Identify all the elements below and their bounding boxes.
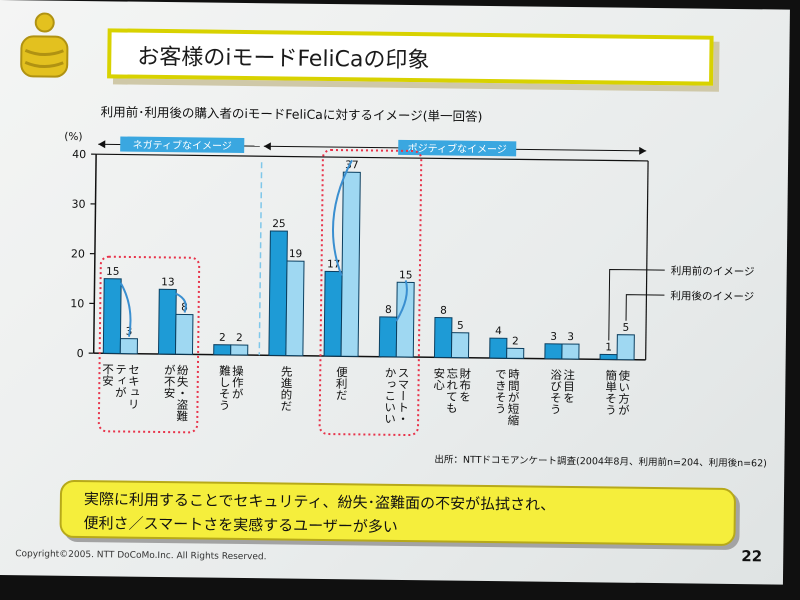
positive-arrow-head-right — [639, 146, 647, 155]
y-tick-label: 40 — [72, 148, 86, 161]
category-label: スマート・ — [396, 367, 411, 425]
page-number: 22 — [741, 547, 763, 566]
bar-value-label: 1 — [605, 341, 612, 353]
negative-arrow-head — [98, 140, 106, 149]
negative-label-box — [120, 136, 245, 153]
bar-value-label: 3 — [550, 331, 557, 343]
bar-value-label: 2 — [219, 332, 226, 344]
legend-leader-after — [625, 294, 665, 321]
category-label: できそう — [493, 368, 508, 414]
bar-after — [450, 332, 470, 359]
bar-after — [506, 347, 525, 359]
bar-after — [174, 313, 194, 355]
y-tick-label: 10 — [70, 297, 84, 310]
bar-value-label: 5 — [457, 320, 464, 332]
bar-value-label: 5 — [623, 322, 630, 334]
bar-value-label: 4 — [495, 325, 502, 337]
bar-value-label: 19 — [289, 248, 303, 260]
negative-label: ネガティブなイメージ — [133, 138, 232, 152]
category-label: セキュリ — [127, 364, 142, 410]
category-label: ティが — [114, 363, 128, 398]
bar-before — [268, 230, 288, 357]
change-arrow — [175, 292, 187, 313]
bar-value-label: 8 — [385, 304, 392, 316]
category-label: 紛失・盗難 — [175, 363, 190, 422]
source-note: 出所：NTTドコモアンケート調査(2004年8月、利用前n=204、利用後n=6… — [434, 454, 767, 470]
copyright: Copyright©2005. NTT DoCoMo.Inc. All Righ… — [15, 549, 267, 563]
bar-before — [323, 270, 343, 357]
bar-value-label: 15 — [106, 266, 120, 278]
summary-line-1: 実際に利用することでセキュリティ、紛失･盗難面の不安が払拭され、 — [83, 490, 556, 514]
category-label: かっこいい — [383, 367, 398, 425]
category-label: 操作が — [231, 364, 245, 400]
y-tick-label: 20 — [71, 247, 85, 260]
bar-after — [230, 344, 249, 356]
category-label: 安心 — [432, 366, 446, 390]
bar-value-label: 3 — [567, 331, 574, 343]
bar-before — [433, 317, 453, 359]
category-label: 財布を — [458, 367, 472, 403]
highlight-box — [318, 148, 423, 437]
category-label: が不安 — [162, 364, 176, 399]
positive-arrow-head-left — [263, 142, 271, 151]
summary-line-2: 便利さ／スマートさを実感するユーザーが多い — [83, 514, 398, 536]
y-tick-label: 30 — [71, 198, 85, 211]
bar-value-label: 8 — [181, 301, 188, 313]
category-label: 注目を — [562, 368, 576, 404]
bar-value-label: 8 — [440, 305, 447, 317]
summary-box: 実際に利用することでセキュリティ、紛失･盗難面の不安が払拭され、 便利さ／スマー… — [59, 479, 737, 547]
category-label: 忘れても — [445, 367, 460, 414]
bar-after — [616, 334, 635, 361]
change-arrow — [395, 280, 408, 322]
category-label: 便利だ — [335, 366, 349, 401]
bar-value-label: 13 — [161, 276, 175, 288]
top-border — [96, 153, 649, 162]
category-label: 簡単そう — [604, 369, 619, 416]
bar-after — [119, 338, 138, 355]
legend-leader-before — [608, 268, 665, 341]
bar-before — [213, 344, 232, 356]
bar-before — [599, 353, 618, 361]
bar-after — [285, 260, 305, 357]
bar-before — [378, 316, 398, 358]
bar-before — [544, 343, 563, 360]
bar-before — [102, 278, 122, 355]
legend-after: 利用後のイメージ — [670, 289, 754, 303]
category-label: 浴びそう — [549, 369, 564, 415]
bar-after — [561, 343, 580, 360]
bar-value-label: 15 — [399, 269, 413, 281]
section-divider — [258, 162, 263, 356]
category-label: 先進的だ — [279, 365, 294, 411]
category-label: 時間が短縮 — [506, 368, 521, 426]
category-label: 難しそう — [217, 365, 232, 411]
highlight-box — [97, 255, 201, 434]
bar-after — [395, 281, 415, 358]
y-axis-unit: (%) — [64, 131, 82, 143]
slide: お客様のiモードFeliCaの印象 利用前･利用後の購入者のiモードFeliCa… — [0, 0, 790, 585]
category-label: 不安 — [101, 363, 115, 387]
y-tick-label: 0 — [77, 347, 84, 360]
bar-value-label: 25 — [272, 218, 286, 230]
positive-label: ポジティブなイメージ — [408, 141, 507, 155]
right-border — [645, 160, 649, 360]
imode-logo — [20, 12, 69, 78]
positive-label-box — [398, 139, 517, 157]
legend-before: 利用前のイメージ — [671, 264, 755, 278]
change-arrow — [332, 159, 353, 276]
bar-before — [157, 288, 177, 355]
bar-value-label: 2 — [236, 332, 243, 344]
change-arrow — [119, 282, 132, 337]
bar-before — [489, 337, 508, 359]
bar-value-label: 2 — [512, 335, 519, 347]
category-label: 使い方が — [617, 369, 632, 416]
bar-after — [340, 171, 361, 357]
